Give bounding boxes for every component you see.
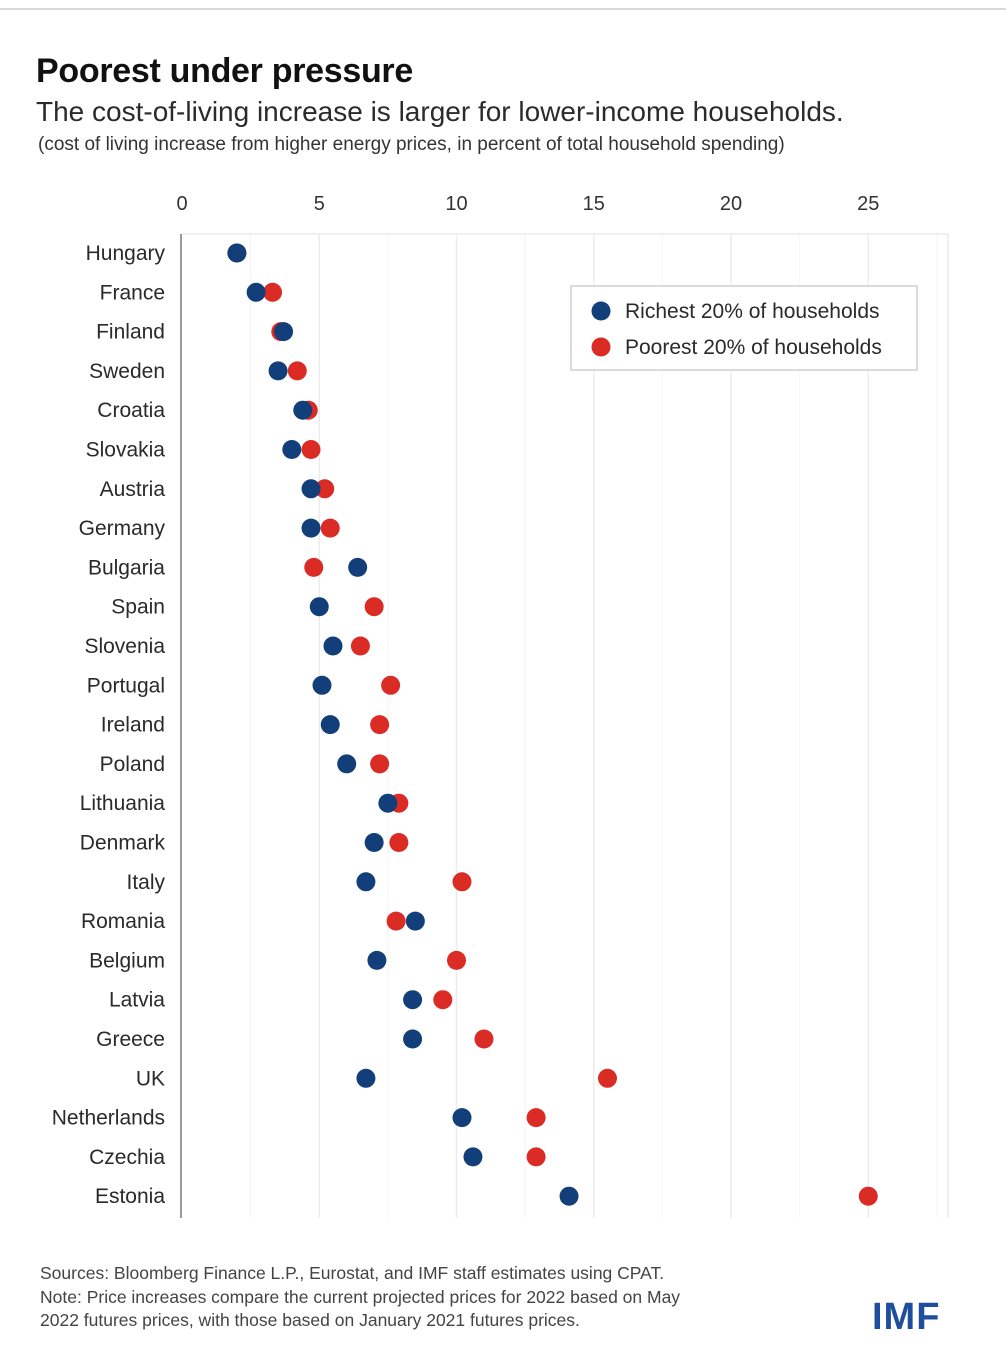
poorest-dot-slovenia: [350, 636, 370, 656]
poorest-dot-portugal: [381, 675, 401, 695]
poorest-dot-sweden: [287, 361, 307, 381]
richest-dot-croatia: [293, 400, 313, 420]
y-tick-label-italy: Italy: [126, 871, 165, 894]
x-tick-label-25: 25: [857, 193, 879, 215]
richest-dot-latvia: [403, 990, 423, 1010]
y-tick-label-spain: Spain: [111, 596, 165, 619]
y-tick-label-czechia: Czechia: [89, 1146, 165, 1169]
x-tick-label-10: 10: [445, 193, 467, 215]
poorest-dot-uk: [597, 1068, 617, 1088]
y-tick-label-romania: Romania: [81, 910, 165, 933]
y-tick-label-lithuania: Lithuania: [80, 792, 166, 815]
poorest-dot-italy: [452, 872, 472, 892]
y-tick-label-slovenia: Slovenia: [84, 635, 165, 658]
chart-subtitle: The cost-of-living increase is larger fo…: [36, 96, 844, 127]
richest-dot-greece: [403, 1029, 423, 1049]
x-tick-label-20: 20: [720, 193, 742, 215]
y-tick-label-estonia: Estonia: [95, 1185, 165, 1208]
imf-logo: IMF: [872, 1296, 941, 1338]
richest-dot-bulgaria: [348, 557, 368, 577]
note-text-line-1: Note: Price increases compare the curren…: [40, 1286, 681, 1307]
chart-title: Poorest under pressure: [36, 52, 413, 90]
poorest-dot-greece: [474, 1029, 494, 1049]
legend-marker-poorest: [591, 337, 611, 357]
poorest-dot-austria: [315, 479, 335, 499]
top-divider: [0, 8, 1006, 10]
poorest-dot-czechia: [526, 1147, 546, 1167]
note-text-line-2: 2022 futures prices, with those based on…: [40, 1310, 580, 1330]
richest-dot-portugal: [312, 675, 332, 695]
richest-dot-austria: [301, 479, 321, 499]
poorest-dot-spain: [364, 597, 384, 617]
sources-text: Sources: Bloomberg Finance L.P., Eurosta…: [40, 1263, 665, 1283]
richest-dot-romania: [405, 911, 425, 931]
y-tick-label-portugal: Portugal: [87, 674, 165, 697]
poorest-dot-netherlands: [526, 1108, 546, 1128]
dot-plot-chart: 0 5 10 15 20 25 Hungary France Finland Sweden Croa…: [52, 193, 949, 1218]
y-tick-label-denmark: Denmark: [80, 832, 166, 855]
y-tick-label-belgium: Belgium: [89, 949, 165, 972]
poorest-dot-france: [263, 282, 283, 302]
y-tick-label-croatia: Croatia: [97, 399, 165, 422]
richest-dot-sweden: [268, 361, 288, 381]
legend-label-richest: Richest 20% of households: [625, 300, 880, 323]
y-tick-label-bulgaria: Bulgaria: [88, 556, 165, 579]
chart-footer: Sources: Bloomberg Finance L.P., Eurosta…: [40, 1262, 830, 1333]
poorest-dot-slovakia: [301, 440, 321, 459]
richest-dot-finland: [274, 322, 294, 342]
legend-label-poorest: Poorest 20% of households: [625, 336, 882, 359]
richest-dot-spain: [309, 597, 329, 617]
x-tick-label-15: 15: [583, 193, 605, 215]
y-tick-label-uk: UK: [136, 1067, 165, 1090]
richest-dot-italy: [356, 872, 376, 892]
poorest-dot-denmark: [389, 833, 409, 852]
richest-dot-denmark: [364, 833, 384, 852]
y-tick-label-netherlands: Netherlands: [52, 1107, 165, 1130]
y-tick-label-poland: Poland: [100, 753, 165, 776]
poorest-dot-estonia: [858, 1186, 878, 1206]
poorest-dot-belgium: [447, 950, 466, 970]
x-tick-label-0: 0: [176, 193, 187, 215]
legend-box: [570, 285, 918, 371]
richest-dot-poland: [337, 754, 357, 774]
legend-marker-richest: [591, 301, 611, 321]
richest-dot-netherlands: [452, 1108, 472, 1128]
y-tick-label-slovakia: Slovakia: [86, 439, 166, 462]
richest-dot-france: [246, 282, 266, 302]
y-tick-label-ireland: Ireland: [101, 714, 165, 737]
y-tick-label-france: France: [100, 281, 165, 304]
poorest-dot-poland: [370, 754, 390, 774]
y-tick-label-hungary: Hungary: [86, 242, 166, 265]
richest-dot-czechia: [463, 1147, 483, 1167]
richest-dot-uk: [356, 1068, 376, 1088]
poorest-dot-germany: [320, 518, 340, 538]
y-tick-label-latvia: Latvia: [109, 989, 165, 1012]
poorest-dot-latvia: [433, 990, 453, 1010]
richest-dot-slovenia: [323, 636, 343, 656]
y-tick-label-greece: Greece: [96, 1028, 165, 1051]
richest-dot-slovakia: [282, 440, 302, 459]
y-tick-label-austria: Austria: [100, 478, 166, 501]
richest-dot-belgium: [367, 950, 387, 970]
y-tick-label-germany: Germany: [79, 517, 166, 540]
y-tick-label-finland: Finland: [96, 321, 165, 344]
richest-dot-lithuania: [378, 793, 398, 813]
richest-dot-hungary: [227, 243, 247, 263]
richest-dot-germany: [301, 518, 321, 538]
x-tick-label-5: 5: [314, 193, 325, 215]
poorest-dot-ireland: [370, 715, 390, 735]
y-tick-label-sweden: Sweden: [89, 360, 165, 383]
chart-units-note: (cost of living increase from higher ene…: [38, 134, 785, 155]
richest-dot-ireland: [320, 715, 340, 735]
poorest-dot-romania: [386, 911, 406, 931]
richest-dot-estonia: [559, 1186, 579, 1206]
poorest-dot-bulgaria: [304, 557, 324, 577]
